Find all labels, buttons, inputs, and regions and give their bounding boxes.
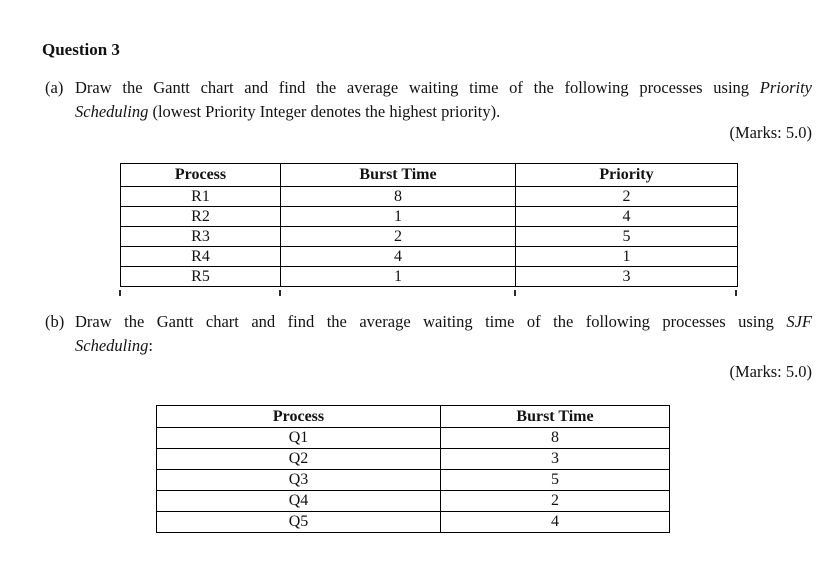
- table-cell: Q2: [156, 448, 441, 470]
- scan-artifact-line: [119, 290, 121, 296]
- table-cell: Q3: [156, 469, 441, 491]
- table-row: Q5 4: [156, 511, 670, 533]
- part-a-line1-text: Draw the Gantt chart and find the averag…: [75, 78, 750, 97]
- table-cell: 1: [280, 266, 516, 287]
- table-cell: R5: [120, 266, 281, 287]
- table-cell: 2: [440, 490, 670, 512]
- part-b-italic-term-2: Scheduling: [75, 336, 149, 355]
- scan-artifact-line: [514, 290, 516, 296]
- table-row: Q4 2: [156, 490, 670, 512]
- table-cell: 4: [280, 246, 516, 267]
- table-row: Q2 3: [156, 448, 670, 470]
- column-header: Priority: [515, 163, 738, 187]
- table-cell: 1: [515, 246, 738, 267]
- table-cell: 2: [280, 226, 516, 247]
- table-cell: R3: [120, 226, 281, 247]
- priority-scheduling-table: Process Burst Time Priority R1 8 2 R2 1 4 R3 2 5 R4 4…: [120, 163, 738, 287]
- table-cell: 8: [440, 427, 670, 449]
- table-cell: R1: [120, 186, 281, 207]
- part-b-line-2: Scheduling:: [75, 334, 812, 358]
- table-cell: R2: [120, 206, 281, 227]
- table-cell: Q4: [156, 490, 441, 512]
- table-cell: R4: [120, 246, 281, 267]
- table-cell: Q5: [156, 511, 441, 533]
- table-cell: Q1: [156, 427, 441, 449]
- part-a-label: (a): [45, 78, 64, 97]
- part-a-line-1: Draw the Gantt chart and find the averag…: [75, 76, 812, 100]
- part-b-marks-label: (Marks: 5.0): [729, 362, 812, 381]
- table-row: R4 4 1: [120, 246, 738, 267]
- table-row: Q1 8: [156, 427, 670, 449]
- table-row: Q3 5: [156, 469, 670, 491]
- table-cell: 3: [440, 448, 670, 470]
- table-cell: 2: [515, 186, 738, 207]
- table-row: R3 2 5: [120, 226, 738, 247]
- table-cell: 4: [515, 206, 738, 227]
- column-header: Burst Time: [440, 405, 670, 428]
- part-b-line-1: Draw the Gantt chart and find the averag…: [75, 310, 812, 334]
- table-cell: 4: [440, 511, 670, 533]
- table-cell: 8: [280, 186, 516, 207]
- sjf-scheduling-table: Process Burst Time Q1 8 Q2 3 Q3 5 Q4 2 Q5 4: [156, 405, 670, 533]
- scan-artifact-line: [735, 290, 737, 296]
- part-a-text: Draw the Gantt chart and find the averag…: [75, 76, 812, 124]
- part-b-text: Draw the Gantt chart and find the averag…: [75, 310, 812, 358]
- part-b-italic-term: SJF: [786, 312, 812, 331]
- table-row: R1 8 2: [120, 186, 738, 207]
- column-header: Process: [156, 405, 441, 428]
- table-row: R2 1 4: [120, 206, 738, 227]
- question-title: Question 3: [42, 40, 120, 59]
- column-header: Process: [120, 163, 281, 187]
- part-b-line1-text: Draw the Gantt chart and find the averag…: [75, 312, 774, 331]
- column-header: Burst Time: [280, 163, 516, 187]
- part-b-line2-text: :: [148, 336, 153, 355]
- part-a-marks-label: (Marks: 5.0): [729, 123, 812, 142]
- header-row: Process Burst Time Priority: [120, 163, 738, 187]
- part-a-paragraph: (a) Draw the Gantt chart and find the av…: [45, 76, 812, 124]
- part-a-italic-term-2: Scheduling: [75, 102, 149, 121]
- part-b-paragraph: (b) Draw the Gantt chart and find the av…: [45, 310, 812, 358]
- table-cell: 5: [440, 469, 670, 491]
- part-a-line2-text: (lowest Priority Integer denotes the hig…: [152, 102, 501, 121]
- header-row: Process Burst Time: [156, 405, 670, 428]
- table-cell: 5: [515, 226, 738, 247]
- table-cell: 3: [515, 266, 738, 287]
- table-cell: 1: [280, 206, 516, 227]
- table-row: R5 1 3: [120, 266, 738, 287]
- part-a-italic-term: Priority: [759, 78, 812, 97]
- part-a-line-2: Scheduling (lowest Priority Integer deno…: [75, 100, 812, 124]
- scan-artifact-line: [279, 290, 281, 296]
- part-b-label: (b): [45, 312, 65, 331]
